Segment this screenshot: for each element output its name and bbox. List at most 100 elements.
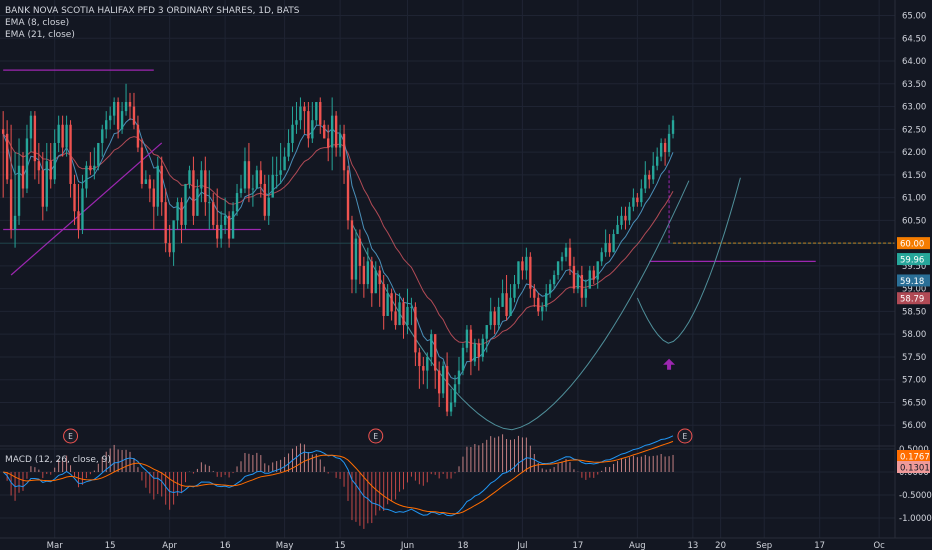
- candle[interactable]: [620, 206, 623, 230]
- candle[interactable]: [93, 147, 96, 180]
- candle[interactable]: [449, 388, 453, 417]
- candle[interactable]: [303, 102, 306, 134]
- candle[interactable]: [501, 279, 504, 307]
- ema-fast-legend[interactable]: EMA (8, close): [5, 18, 69, 28]
- candle[interactable]: [148, 174, 152, 203]
- candle[interactable]: [592, 265, 595, 285]
- time-axis[interactable]: Mar 15 Apr 16 May 15 Jun 18 Jul 17 Aug 13 20 Sep 17 Oc: [47, 541, 885, 550]
- candle[interactable]: [632, 188, 635, 212]
- candle[interactable]: [17, 138, 21, 225]
- candle[interactable]: [204, 156, 207, 216]
- candle[interactable]: [21, 152, 25, 198]
- candle[interactable]: [616, 215, 619, 235]
- candle[interactable]: [659, 138, 663, 162]
- candle[interactable]: [188, 165, 191, 189]
- candle[interactable]: [243, 147, 247, 194]
- candle[interactable]: [81, 174, 84, 235]
- candle[interactable]: [216, 188, 219, 248]
- candle[interactable]: [370, 256, 373, 307]
- candle[interactable]: [196, 179, 199, 216]
- candle[interactable]: [521, 256, 524, 280]
- candle[interactable]: [505, 275, 508, 321]
- candle[interactable]: [342, 124, 346, 184]
- candle[interactable]: [89, 152, 92, 175]
- candle[interactable]: [358, 229, 362, 285]
- candle[interactable]: [469, 325, 473, 376]
- candle[interactable]: [172, 220, 175, 266]
- candle[interactable]: [112, 97, 116, 125]
- candle[interactable]: [41, 152, 44, 221]
- candle[interactable]: [612, 229, 615, 253]
- candle[interactable]: [140, 138, 144, 189]
- candle[interactable]: [636, 193, 639, 207]
- candle[interactable]: [65, 115, 68, 157]
- candle[interactable]: [410, 297, 413, 326]
- candle[interactable]: [430, 329, 433, 367]
- candle[interactable]: [453, 375, 457, 408]
- up-arrow-icon[interactable]: [663, 358, 676, 370]
- candle[interactable]: [9, 124, 13, 239]
- candle[interactable]: [525, 247, 528, 280]
- candle[interactable]: [319, 97, 322, 134]
- earnings-event-marker[interactable]: E: [63, 428, 79, 444]
- candle[interactable]: [374, 261, 377, 294]
- candle[interactable]: [5, 120, 9, 184]
- candle[interactable]: [184, 183, 187, 230]
- candle[interactable]: [227, 211, 231, 248]
- candle[interactable]: [576, 270, 580, 294]
- candle[interactable]: [299, 97, 302, 130]
- candle[interactable]: [330, 97, 334, 171]
- candle[interactable]: [584, 279, 588, 307]
- candle[interactable]: [1, 111, 5, 198]
- candle[interactable]: [556, 261, 560, 280]
- candle[interactable]: [327, 124, 330, 162]
- candle[interactable]: [57, 115, 60, 153]
- candle[interactable]: [497, 297, 500, 330]
- candle[interactable]: [231, 202, 235, 239]
- candle[interactable]: [624, 206, 627, 230]
- candle[interactable]: [120, 102, 124, 134]
- candle[interactable]: [247, 142, 251, 203]
- candle[interactable]: [461, 343, 465, 376]
- candle[interactable]: [307, 102, 310, 148]
- candle[interactable]: [545, 284, 548, 312]
- candle[interactable]: [517, 261, 520, 289]
- candle[interactable]: [109, 106, 112, 130]
- candle[interactable]: [434, 334, 437, 389]
- candle[interactable]: [402, 297, 405, 339]
- earnings-event-marker[interactable]: E: [677, 428, 693, 444]
- candle[interactable]: [334, 111, 338, 157]
- candle[interactable]: [116, 97, 120, 139]
- candle[interactable]: [275, 156, 278, 189]
- candle[interactable]: [350, 215, 354, 294]
- candle[interactable]: [422, 356, 425, 385]
- candle[interactable]: [208, 170, 211, 230]
- candle[interactable]: [101, 124, 104, 157]
- candle[interactable]: [560, 252, 564, 271]
- candle[interactable]: [604, 229, 607, 257]
- candle[interactable]: [648, 170, 651, 189]
- candle[interactable]: [259, 161, 262, 198]
- candle[interactable]: [200, 161, 203, 203]
- candle[interactable]: [667, 124, 671, 157]
- candle[interactable]: [128, 92, 132, 121]
- candle[interactable]: [572, 256, 576, 294]
- candle[interactable]: [45, 142, 48, 212]
- candle[interactable]: [132, 92, 136, 130]
- candle[interactable]: [414, 302, 417, 367]
- earnings-event-marker[interactable]: E: [368, 428, 384, 444]
- candle[interactable]: [481, 334, 484, 362]
- candle[interactable]: [537, 293, 540, 316]
- candle[interactable]: [366, 247, 370, 289]
- candle[interactable]: [513, 275, 516, 303]
- candle[interactable]: [168, 224, 171, 257]
- candle[interactable]: [25, 124, 29, 194]
- candle[interactable]: [652, 152, 655, 184]
- candle[interactable]: [445, 352, 449, 417]
- candle[interactable]: [85, 161, 88, 198]
- candle[interactable]: [279, 142, 282, 184]
- candle[interactable]: [346, 165, 350, 230]
- candle[interactable]: [219, 211, 223, 248]
- candle[interactable]: [37, 142, 41, 184]
